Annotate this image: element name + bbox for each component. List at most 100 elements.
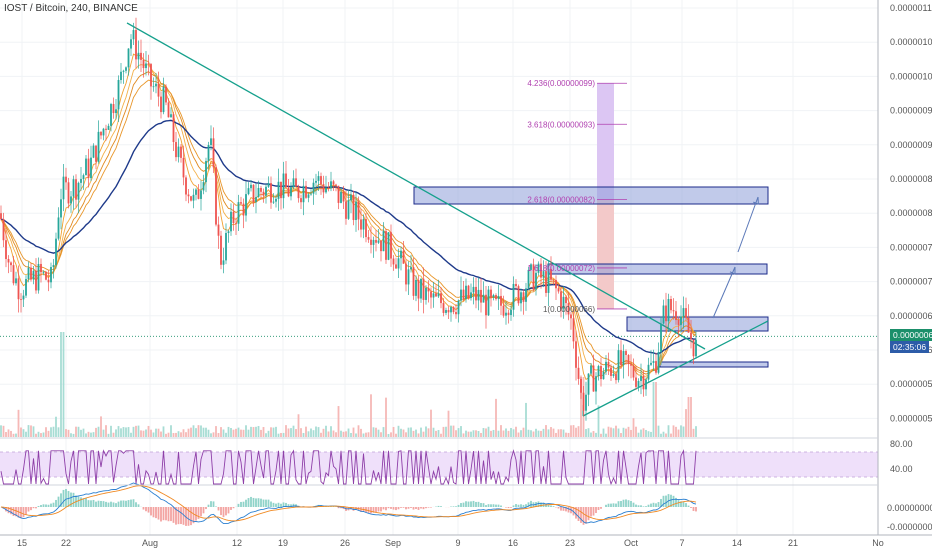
macd-histogram-bar [405,507,407,510]
volume-bar [612,428,615,437]
volume-bar [167,432,170,437]
volume-bar [187,428,190,437]
candle-body [447,310,450,313]
candle-body [500,295,502,306]
candle-body [567,303,570,315]
macd-histogram-bar [95,501,97,507]
macd-histogram-bar [262,499,265,507]
candle-body [680,316,682,325]
volume-bar [520,430,522,437]
candle-body [92,145,95,158]
macd-histogram-bar [22,507,25,518]
candle-body [525,288,527,302]
macd-histogram-bar [627,500,630,507]
macd-histogram-bar [400,507,402,508]
candle-body [417,279,420,299]
volume-bar [487,426,490,437]
candle-body [475,286,477,301]
volume-bar [532,431,535,437]
candle-body [522,292,525,302]
macd-histogram-bar [60,493,62,507]
rsi-tick-label: 40.00 [890,464,913,474]
macd-histogram-bar [285,502,287,507]
volume-bar [57,427,60,437]
volume-bar [92,432,95,437]
volume-bar [650,431,652,437]
macd-histogram-bar [112,502,115,507]
volume-bar [397,425,400,437]
volume-bar [662,431,665,437]
candle-body [430,291,432,298]
candle-body [375,239,377,243]
macd-histogram-bar [245,499,247,507]
arrow-head [729,266,736,275]
macd-histogram-bar [485,505,487,507]
macd-histogram-bar [275,503,277,507]
candle-body [372,239,375,245]
macd-histogram-bar [82,498,85,507]
volume-bar [655,382,657,437]
macd-histogram-bar [487,504,490,507]
candle-body [87,158,90,179]
macd-histogram-bar [105,501,107,507]
macd-histogram-bar [635,504,637,507]
candle-body [350,194,352,201]
candle-body [252,184,255,203]
macd-histogram-bar [332,506,335,507]
macd-histogram-bar [180,507,182,525]
macd-histogram-bar [65,488,67,507]
volume-bar [170,425,172,437]
volume-bar [55,416,57,437]
volume-bar [172,433,175,437]
target-zone [413,186,769,205]
volume-bar [72,433,75,437]
macd-histogram-bar [30,507,32,511]
candle-body [607,361,610,368]
macd-histogram-bar [220,507,222,516]
macd-histogram-bar [510,507,512,508]
volume-bar [317,427,320,437]
candle-body [427,287,430,292]
volume-bar [85,433,87,437]
candle-body [210,138,212,146]
volume-bar [672,425,675,437]
macd-histogram-bar [615,503,617,507]
macd-histogram-bar [662,495,665,507]
volume-bar [132,426,135,437]
volume-bar [305,426,307,437]
candle-body [560,291,562,309]
macd-histogram-bar [420,507,422,509]
volume-bar [147,425,150,437]
candle-body [600,366,602,380]
candle-body [617,350,620,381]
volume-bar [327,431,330,437]
macd-histogram-bar [692,507,695,511]
volume-bar [455,430,457,437]
volume-bar [192,425,195,437]
macd-histogram-bar [120,500,122,507]
volume-bar [372,427,375,437]
macd-histogram-bar [182,507,185,525]
macd-histogram-bar [130,499,132,507]
candle-body [660,323,662,352]
macd-histogram-bar [490,504,492,507]
volume-bar [145,429,147,437]
candle-body [672,310,675,312]
time-tick-label: 21 [788,538,798,548]
candle-body [582,392,585,411]
macd-histogram-bar [187,507,190,526]
macd-histogram-bar [507,507,510,509]
macd-histogram-bar [205,507,207,510]
macd-histogram-bar [167,507,170,522]
volume-bar [602,428,605,437]
candle-body [122,70,125,72]
macd-histogram-bar [597,507,600,511]
volume-bar [542,428,545,437]
macd-histogram-bar [110,501,112,507]
volume-bar [32,426,35,437]
candle-body [437,293,440,297]
macd-histogram-bar [222,507,225,518]
macd-histogram-bar [127,500,130,507]
volume-bar [252,427,255,437]
